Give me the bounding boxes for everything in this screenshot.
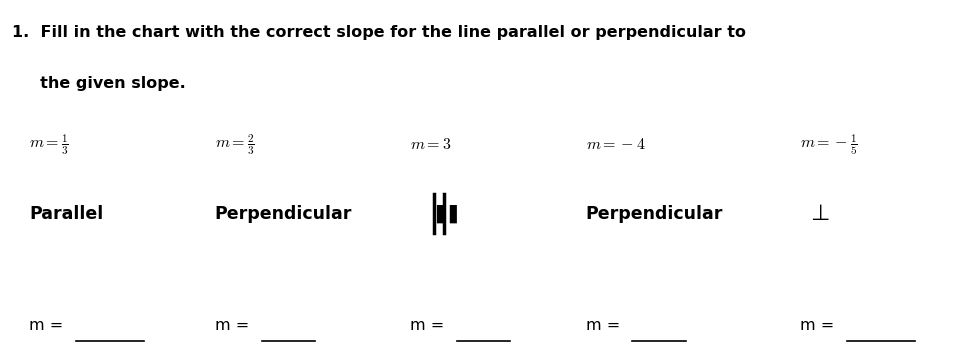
Text: ⊥: ⊥ <box>810 203 830 224</box>
Text: the given slope.: the given slope. <box>12 76 185 91</box>
Text: $m = -\frac{1}{5}$: $m = -\frac{1}{5}$ <box>800 132 858 157</box>
Text: m =: m = <box>215 318 254 333</box>
Text: $m = \frac{1}{3}$: $m = \frac{1}{3}$ <box>29 132 69 157</box>
Text: Parallel: Parallel <box>29 205 103 223</box>
Text: m =: m = <box>800 318 839 333</box>
Text: Perpendicular: Perpendicular <box>586 205 723 223</box>
Text: $m = -4$: $m = -4$ <box>586 137 645 152</box>
Text: Perpendicular: Perpendicular <box>215 205 352 223</box>
Text: m =: m = <box>29 318 68 333</box>
Text: $m = 3$: $m = 3$ <box>410 137 451 152</box>
Text: m =: m = <box>586 318 625 333</box>
Text: ▐▐: ▐▐ <box>429 205 457 223</box>
Text: $m = \frac{2}{3}$: $m = \frac{2}{3}$ <box>215 132 255 157</box>
Text: m =: m = <box>410 318 449 333</box>
Text: 1.  Fill in the chart with the correct slope for the line parallel or perpendicu: 1. Fill in the chart with the correct sl… <box>12 25 746 40</box>
